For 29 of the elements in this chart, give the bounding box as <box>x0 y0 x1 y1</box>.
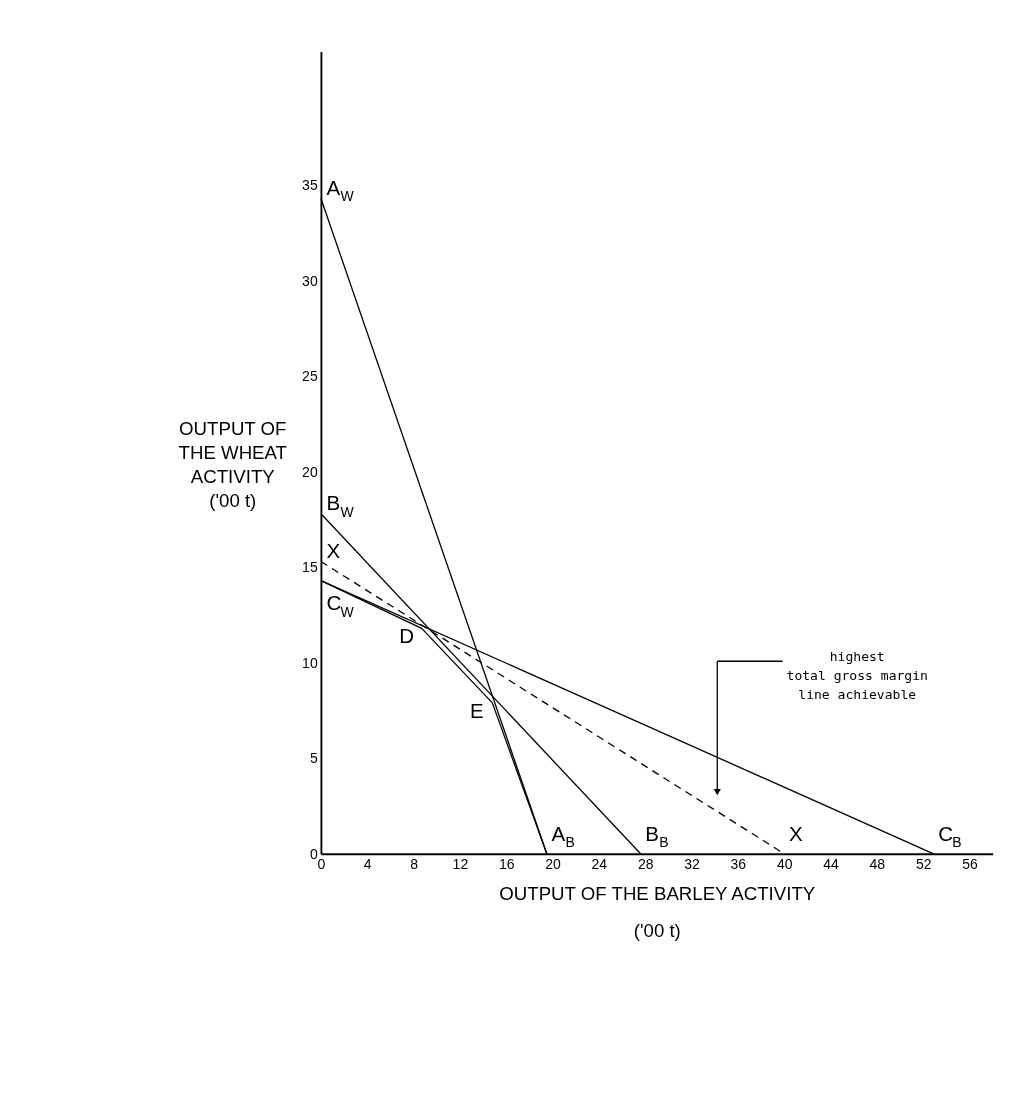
annotation: D <box>399 624 415 648</box>
annotation: X <box>326 538 341 562</box>
x-tick-label: 4 <box>363 856 372 873</box>
x-axis-title: OUTPUT OF THE BARLEY ACTIVITY ('00 t) <box>499 882 816 942</box>
x-tick-label: 52 <box>915 856 932 873</box>
annotation: X <box>788 821 803 845</box>
x-tick-label: 24 <box>591 856 608 873</box>
x-tick-label: 56 <box>962 856 978 873</box>
y-tick-label: 35 <box>302 177 318 194</box>
x-tick-label: 28 <box>637 856 654 873</box>
x-tick-label: 8 <box>410 856 419 873</box>
x-tick-label: 48 <box>869 856 886 873</box>
y-tick-label: 10 <box>302 654 318 671</box>
x-tick-label: 20 <box>545 856 562 873</box>
x-tick-label: 16 <box>498 856 515 873</box>
y-tick-label: 0 <box>309 845 318 862</box>
y-axis-title: OUTPUT OF THE WHEAT ACTIVITY ('00 t) <box>178 417 287 512</box>
x-tick-label: 44 <box>823 856 839 873</box>
y-tick-label: 20 <box>302 463 318 480</box>
y-tick-label: 5 <box>309 750 318 767</box>
x-tick-label: 40 <box>776 856 793 873</box>
x-tick-label: 36 <box>730 856 747 873</box>
x-tick-label: 12 <box>452 856 469 873</box>
y-tick-label: 25 <box>302 368 318 385</box>
y-tick-label: 30 <box>302 272 318 289</box>
annotation: E <box>469 698 484 722</box>
annotation: highest total gross margin line achievable <box>786 649 928 702</box>
x-tick-label: 32 <box>684 856 701 873</box>
y-tick-label: 15 <box>302 559 318 576</box>
